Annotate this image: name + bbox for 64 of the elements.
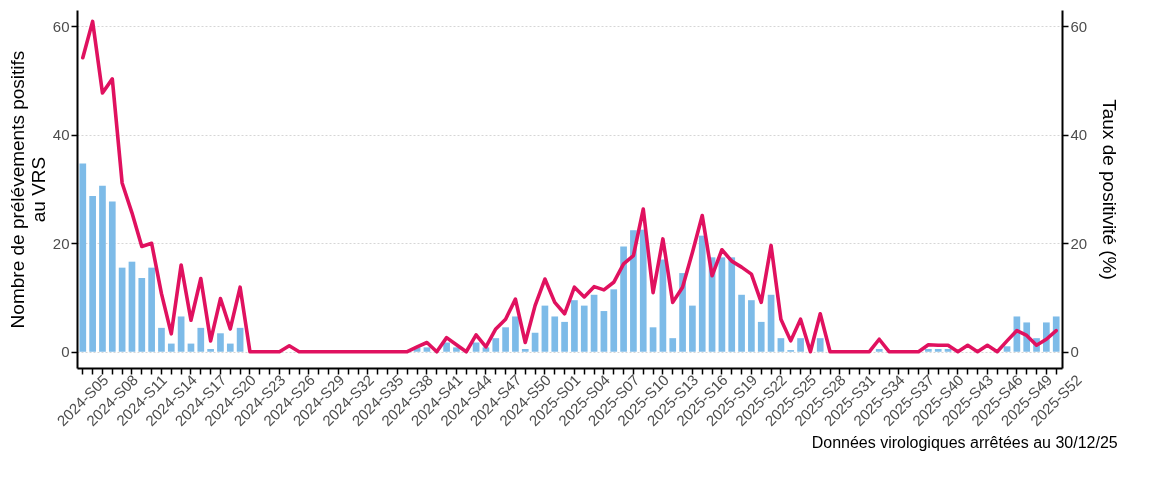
bar — [167, 343, 175, 352]
text: Données virologiques arrêtées au 30/12/25 — [811, 433, 1118, 451]
bar — [610, 289, 618, 352]
bar — [728, 257, 736, 352]
bar — [639, 229, 647, 352]
bar — [757, 321, 765, 352]
bar — [571, 300, 578, 352]
bar — [99, 185, 106, 352]
y2-tick-label: 20 — [1070, 234, 1088, 252]
bar — [79, 163, 87, 352]
bar — [108, 201, 116, 352]
bar — [226, 343, 234, 352]
bar — [944, 349, 952, 352]
bar — [600, 311, 608, 352]
y2-tick-label: 0 — [1070, 343, 1079, 361]
bar — [738, 294, 745, 352]
bar — [443, 342, 450, 352]
bar — [128, 261, 136, 352]
y-tick-label: 0 — [61, 343, 70, 361]
bar — [158, 327, 165, 352]
bar — [551, 316, 559, 352]
bar — [561, 321, 568, 352]
y-tick-label: 40 — [52, 126, 70, 144]
bar — [1052, 316, 1060, 352]
bar — [89, 196, 96, 352]
bar — [590, 294, 598, 352]
bar — [620, 246, 627, 352]
bar — [1003, 346, 1011, 352]
bar — [669, 338, 677, 352]
bar — [748, 300, 755, 352]
y-tick-label: 20 — [52, 234, 70, 252]
bar — [689, 305, 696, 352]
bar — [875, 349, 883, 352]
bar — [148, 267, 155, 352]
bar — [816, 338, 824, 352]
bar — [531, 332, 539, 352]
bar — [423, 347, 431, 352]
bar — [207, 349, 214, 352]
bar — [492, 338, 500, 352]
bar — [541, 305, 549, 352]
bar — [138, 277, 146, 352]
bar — [521, 349, 529, 352]
bar — [630, 230, 637, 352]
line-series — [81, 19, 1058, 354]
bar — [698, 235, 706, 352]
bar — [177, 316, 185, 352]
bar — [934, 349, 942, 352]
bar — [767, 294, 775, 352]
y2-axis-title: Taux de positivité (%) — [1099, 99, 1121, 280]
bar — [118, 267, 126, 352]
y2-tick-label: 60 — [1070, 17, 1088, 35]
bar — [649, 327, 657, 352]
bar — [580, 305, 588, 352]
bar — [925, 349, 932, 352]
bar — [512, 316, 519, 352]
y-tick-label: 60 — [52, 17, 70, 35]
bar — [777, 338, 785, 352]
bar — [236, 327, 244, 352]
y2-tick-label: 40 — [1070, 126, 1088, 144]
bar — [217, 333, 224, 352]
bar — [797, 338, 804, 352]
y-axis-title: Nombre de prélévements positifs au VRS — [6, 50, 49, 329]
bar — [502, 327, 509, 352]
bar — [197, 327, 205, 352]
